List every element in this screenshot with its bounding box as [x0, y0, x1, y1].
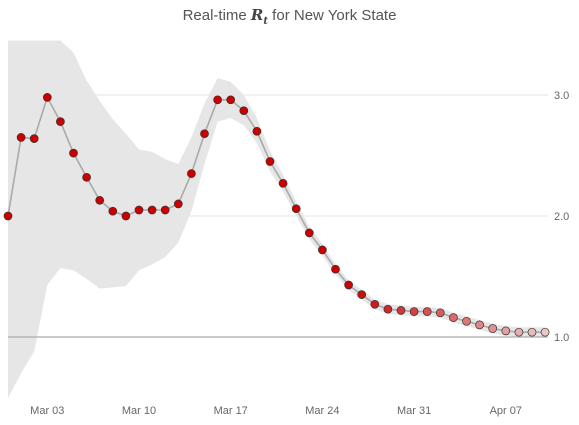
data-point-24 [318, 245, 327, 255]
confidence-band-layer [8, 40, 546, 398]
data-point-33 [435, 308, 445, 318]
data-point-23 [304, 228, 314, 238]
data-point-18 [239, 106, 249, 116]
data-point-27 [357, 290, 367, 299]
data-point-16 [213, 95, 222, 105]
data-point-9 [121, 211, 131, 221]
data-point-13 [173, 199, 183, 209]
chart-title-symbol: Rt [250, 6, 269, 27]
confidence-band [8, 40, 546, 398]
data-point-26 [344, 280, 353, 290]
y-tick-label-1: 2.0 [554, 211, 569, 223]
data-point-15 [200, 129, 209, 139]
x-tick-label-5: Apr 07 [490, 405, 522, 417]
data-point-38 [501, 326, 511, 336]
data-point-36 [475, 320, 484, 330]
data-point-12 [160, 205, 170, 215]
data-points-layer [3, 93, 550, 337]
data-point-8 [108, 206, 118, 216]
data-point-7 [95, 195, 105, 205]
chart-title-suffix: for New York State [268, 7, 397, 24]
y-tick-label-0: 1.0 [554, 332, 569, 344]
data-point-6 [82, 172, 91, 182]
y-tick-label-2: 3.0 [554, 90, 569, 102]
data-point-20 [265, 157, 275, 166]
x-tick-label-3: Mar 24 [305, 405, 339, 417]
data-point-17 [226, 95, 236, 105]
chart-title: Real-time Rt for New York State [0, 6, 579, 27]
data-point-40 [527, 327, 537, 337]
x-tick-labels: Mar 03 Mar 10 Mar 17 Mar 24 Mar 31 Apr 07 [30, 405, 522, 417]
chart-title-symbol-letter: R [250, 6, 264, 24]
data-point-25 [331, 264, 340, 274]
data-point-0 [3, 211, 13, 221]
data-point-29 [383, 304, 393, 314]
data-point-22 [291, 204, 301, 214]
chart-title-prefix: Real-time [182, 7, 251, 24]
data-point-19 [252, 126, 262, 136]
data-point-4 [56, 117, 65, 126]
data-point-1 [16, 133, 26, 142]
data-point-3 [42, 93, 52, 102]
x-tick-label-1: Mar 10 [122, 405, 156, 417]
x-tick-label-2: Mar 17 [214, 405, 248, 417]
data-point-31 [409, 307, 419, 316]
data-point-30 [396, 306, 406, 315]
chart-title-symbol-subscript: t [263, 16, 269, 27]
data-point-21 [278, 178, 288, 188]
x-tick-label-0: Mar 03 [30, 405, 64, 417]
data-point-41 [540, 327, 550, 337]
data-point-2 [29, 134, 39, 143]
data-point-11 [147, 205, 157, 215]
y-tick-labels: 1.0 2.0 3.0 [554, 90, 569, 344]
data-point-39 [514, 327, 524, 337]
data-point-5 [69, 148, 78, 158]
data-point-10 [134, 205, 144, 215]
data-point-32 [422, 307, 432, 316]
data-point-14 [187, 169, 196, 178]
data-point-35 [462, 316, 471, 326]
data-point-37 [488, 324, 498, 333]
data-point-34 [449, 313, 458, 322]
data-point-28 [370, 299, 380, 309]
x-tick-label-4: Mar 31 [397, 405, 431, 417]
